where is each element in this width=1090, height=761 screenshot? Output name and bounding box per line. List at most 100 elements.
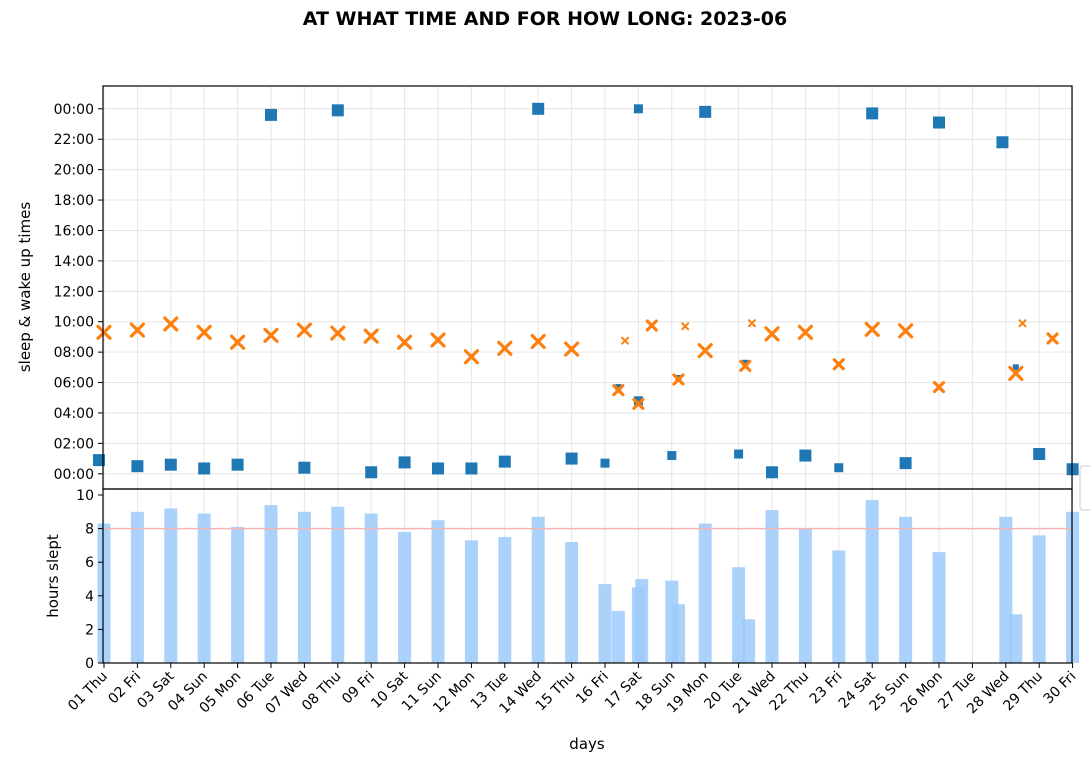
top-y-tick-label: 00:00: [54, 102, 94, 118]
sleep-time-marker: [600, 458, 610, 468]
bottom-y-tick-label: 4: [85, 589, 94, 605]
top-axes-frame: [102, 85, 1073, 490]
wake-time-marker: [898, 323, 914, 339]
sleep-duration-bar: [431, 520, 445, 663]
legend-box: [1079, 465, 1090, 511]
sleep-time-marker: [265, 108, 277, 121]
wake-time-marker: [397, 334, 413, 350]
sleep-duration-bar: [130, 511, 144, 663]
sleep-duration-bar: [498, 537, 512, 663]
sleep-duration-bar: [197, 513, 211, 663]
sleep-time-marker: [398, 456, 411, 469]
sleep-duration-bar: [832, 550, 846, 663]
wake-time-marker: [196, 324, 212, 340]
sleep-time-marker: [1012, 364, 1019, 371]
bottom-y-axis-label: hours slept: [44, 534, 62, 618]
sleep-time-marker: [1033, 448, 1046, 461]
sleep-time-marker: [365, 466, 378, 479]
chart-title: AT WHAT TIME AND FOR HOW LONG: 2023-06: [302, 8, 788, 30]
top-y-tick-label: 22:00: [54, 132, 94, 148]
wake-time-marker: [330, 325, 346, 341]
sleep-duration-bar: [798, 528, 812, 663]
sleep-duration-bar: [932, 552, 946, 663]
top-y-axis-label: sleep & wake up times: [16, 202, 34, 372]
sleep-time-marker: [498, 455, 511, 468]
top-y-tick-label: 04:00: [54, 406, 94, 422]
wake-time-marker: [1046, 332, 1059, 345]
wake-time-marker: [645, 319, 658, 332]
sleep-time-marker: [131, 460, 144, 473]
wake-time-marker: [530, 333, 546, 350]
points-layer: [92, 102, 1079, 479]
sleep-duration-bar: [671, 604, 685, 663]
x-tick-label: 30 Fri: [1041, 669, 1080, 708]
wake-time-marker: [764, 326, 780, 342]
wake-time-marker: [832, 358, 845, 371]
wake-time-marker: [672, 373, 685, 386]
sleep-duration-bar: [899, 516, 913, 663]
sleep-time-marker: [834, 463, 844, 473]
top-y-tick-label: 16:00: [54, 223, 94, 239]
sleep-duration-bar: [264, 505, 278, 663]
top-y-tick-label: 08:00: [54, 345, 94, 361]
wake-time-marker: [864, 321, 880, 337]
sleep-time-marker: [465, 462, 478, 475]
wake-time-marker: [612, 384, 625, 397]
wake-time-marker: [797, 324, 813, 340]
wake-time-marker: [739, 359, 752, 372]
top-y-tick-label: 12:00: [54, 284, 94, 300]
sleep-duration-bar: [742, 619, 756, 663]
bottom-y-tick-label: 8: [85, 522, 94, 538]
sleep-duration-bar: [231, 526, 245, 663]
x-axis-label: days: [569, 735, 605, 753]
sleep-time-marker: [331, 104, 344, 117]
bottom-y-tick-label: 6: [85, 555, 94, 571]
wake-time-marker: [96, 324, 112, 340]
sleep-duration-bar: [1032, 535, 1046, 663]
sleep-duration-bar: [999, 516, 1013, 663]
sleep-duration-bar: [611, 610, 625, 663]
sleep-duration-bar: [635, 579, 649, 663]
sleep-time-marker: [633, 104, 643, 114]
sleep-time-marker: [432, 462, 444, 475]
top-y-tick-label: 00:00: [54, 467, 94, 483]
top-y-tick-label: 10:00: [54, 315, 94, 331]
sleep-duration-bar: [732, 567, 746, 663]
sleep-duration-bar: [598, 584, 612, 663]
sleep-time-marker: [298, 461, 311, 474]
top-y-tick-label: 18:00: [54, 193, 94, 209]
top-y-tick-label: 20:00: [54, 163, 94, 179]
sleep-time-marker: [667, 451, 677, 461]
wake-time-marker: [263, 327, 279, 344]
sleep-duration-bar: [565, 542, 579, 663]
sleep-time-marker: [699, 105, 712, 118]
sleep-time-marker: [231, 458, 244, 471]
wake-time-marker: [163, 316, 179, 332]
bottom-y-tick-label: 0: [85, 656, 94, 672]
sleep-time-marker: [92, 454, 105, 467]
sleep-duration-bar: [297, 511, 311, 663]
wake-time-marker: [747, 319, 756, 328]
wake-time-marker: [564, 341, 580, 357]
sleep-duration-bar: [331, 506, 345, 663]
wake-time-marker: [430, 332, 446, 348]
sleep-duration-bar: [364, 513, 378, 663]
bottom-y-tick-label: 2: [85, 622, 94, 638]
sleep-duration-bar: [398, 531, 412, 663]
sleep-time-marker: [799, 449, 812, 462]
wake-time-marker: [1018, 319, 1027, 328]
sleep-time-marker: [734, 449, 744, 459]
wake-time-marker: [621, 336, 630, 345]
sleep-duration-bar: [164, 508, 178, 663]
sleep-time-marker: [532, 102, 545, 115]
wake-time-marker: [296, 322, 312, 338]
top-y-tick-label: 06:00: [54, 376, 94, 392]
axes-layer: [102, 85, 1090, 664]
bars-layer: [97, 500, 1080, 663]
wake-time-marker: [129, 322, 145, 338]
wake-time-marker: [632, 397, 645, 410]
sleep-time-marker: [766, 466, 778, 479]
wake-time-marker: [497, 340, 513, 356]
sleep-duration-bar: [765, 510, 779, 663]
top-y-tick-label: 14:00: [54, 254, 94, 270]
